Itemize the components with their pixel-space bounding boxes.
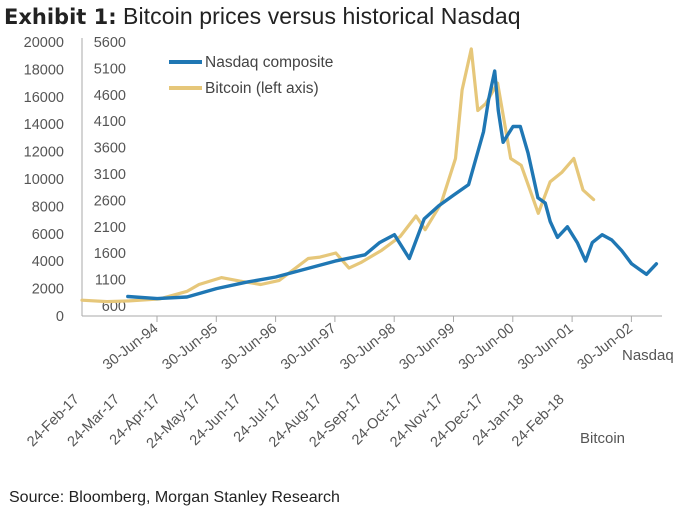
nasdaq-x-tick-label: 30-Jun-99 [397,321,458,374]
bitcoin-y-tick-label: 4000 [32,254,64,270]
series-lines [80,47,659,304]
bitcoin-y-tick-label: 6000 [32,227,64,243]
bitcoin-y-tick-label: 20000 [24,35,64,51]
legend-label-nasdaq: Nasdaq composite [205,54,333,71]
exhibit-label: Exhibit 1: [4,5,117,29]
bitcoin-y-tick-label: 10000 [24,172,64,188]
legend: Nasdaq composite Bitcoin (left axis) [169,54,333,97]
nasdaq-x-tick-label: 30-Jun-96 [219,321,280,374]
left-axis-nasdaq-ticks: 5600 5100 4600 4100 3600 3100 2600 2100 1600 1100… [94,35,126,315]
bitcoin-y-tick-label: 12000 [24,145,64,161]
bitcoin-x-ticks: 24-Feb-1724-Mar-1724-Apr-1724-May-1724-J… [24,392,567,452]
nasdaq-y-tick-label: 1600 [94,246,126,262]
nasdaq-axis-label: Nasdaq [622,347,674,364]
nasdaq-x-tick-label: 30-Jun-00 [456,321,517,374]
nasdaq-y-tick-label: 2600 [94,193,126,209]
nasdaq-y-tick-label: 4600 [94,88,126,104]
nasdaq-y-tick-label: 1100 [95,273,126,289]
nasdaq-x-tick-label: 30-Jun-95 [159,321,220,374]
nasdaq-x-tick-label: 30-Jun-01 [515,321,576,374]
nasdaq-y-tick-label: 3100 [94,167,126,183]
bitcoin-y-tick-label: 18000 [24,62,64,78]
left-axis-bitcoin-ticks: 2000018000160001400012000100008000600040… [24,35,64,325]
source-note: Source: Bloomberg, Morgan Stanley Resear… [9,489,340,506]
series-line-nasdaq [126,69,659,301]
title-text: Bitcoin prices versus historical Nasdaq [123,3,521,29]
nasdaq-y-tick-label: 2100 [94,220,126,236]
bitcoin-y-tick-label: 8000 [32,199,64,215]
bitcoin-y-tick-label: 14000 [24,117,64,133]
nasdaq-y-tick-label: 4100 [94,114,126,130]
nasdaq-x-tick-label: 30-Jun-94 [100,321,161,374]
nasdaq-y-tick-label: 5100 [94,61,126,77]
nasdaq-y-tick-label: 5600 [94,35,126,51]
nasdaq-x-ticks: 30-Jun-9430-Jun-9530-Jun-9630-Jun-9730-J… [100,316,636,373]
bitcoin-y-tick-label: 0 [56,309,64,325]
bitcoin-axis-label: Bitcoin [580,430,625,447]
chart-title: Exhibit 1: Bitcoin prices versus histori… [4,3,521,30]
nasdaq-x-tick-label: 30-Jun-97 [278,321,339,374]
legend-label-bitcoin: Bitcoin (left axis) [205,80,319,97]
series-line-bitcoin [80,47,596,304]
bitcoin-y-tick-label: 16000 [24,90,64,106]
bitcoin-y-tick-label: 2000 [32,282,64,298]
nasdaq-x-tick-label: 30-Jun-98 [337,321,398,374]
nasdaq-y-tick-label: 3600 [94,141,126,157]
